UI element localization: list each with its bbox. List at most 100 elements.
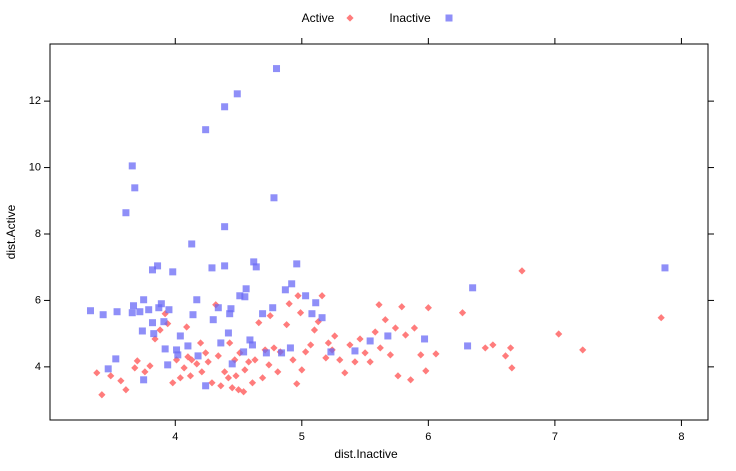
data-point <box>361 349 369 357</box>
data-point <box>154 262 162 270</box>
plot-frame <box>49 43 709 421</box>
data-point <box>250 258 258 266</box>
data-point <box>112 355 120 363</box>
data-point <box>289 356 297 364</box>
y-tick-label: 12 <box>29 95 41 107</box>
data-point <box>224 329 232 337</box>
data-point <box>579 346 587 354</box>
legend-label: Inactive <box>389 11 431 25</box>
data-point <box>240 348 248 356</box>
data-point <box>246 336 254 344</box>
data-point <box>214 304 222 312</box>
data-point <box>202 126 210 134</box>
data-point <box>274 368 282 376</box>
data-point <box>248 341 256 349</box>
data-point <box>155 304 163 312</box>
legend: Active Inactive <box>302 11 453 25</box>
data-point <box>308 310 316 318</box>
data-point <box>131 364 139 372</box>
data-point <box>307 341 315 349</box>
data-point <box>262 349 270 357</box>
data-point <box>351 358 359 366</box>
data-point <box>458 309 467 317</box>
data-point <box>432 350 440 358</box>
data-point <box>255 319 263 327</box>
data-point <box>322 354 330 362</box>
data-point <box>288 280 296 288</box>
data-point <box>421 335 429 343</box>
data-point <box>302 292 310 300</box>
y-tick-label: 4 <box>35 361 41 373</box>
data-point <box>366 358 374 366</box>
y-tick-label: 10 <box>29 161 41 173</box>
data-point <box>138 327 146 335</box>
data-point <box>208 264 216 272</box>
data-point <box>266 312 274 320</box>
data-point <box>518 267 526 275</box>
data-point <box>86 307 94 315</box>
data-point <box>252 263 260 271</box>
data-point <box>194 352 202 360</box>
data-point <box>184 342 192 350</box>
data-point <box>232 372 240 380</box>
data-point <box>198 368 206 376</box>
data-point <box>286 344 294 352</box>
data-point <box>501 352 510 360</box>
data-point <box>217 382 225 390</box>
data-point <box>122 209 130 217</box>
data-point <box>231 356 239 364</box>
data-point <box>661 264 669 272</box>
data-point <box>424 304 432 312</box>
data-point <box>386 351 394 359</box>
data-point <box>148 266 156 274</box>
data-point <box>140 376 148 384</box>
data-point <box>145 306 153 314</box>
data-point <box>122 386 130 394</box>
data-point <box>98 391 106 399</box>
data-point <box>394 372 402 380</box>
data-point <box>173 346 181 354</box>
data-point <box>165 306 173 314</box>
data-point <box>140 296 148 304</box>
data-point <box>128 162 136 170</box>
data-point <box>346 341 354 349</box>
data-point <box>410 324 419 332</box>
data-point <box>227 305 235 313</box>
data-point <box>351 347 359 355</box>
data-point <box>193 296 201 304</box>
legend-marker <box>346 14 354 22</box>
data-point <box>324 339 332 347</box>
data-point <box>464 342 472 350</box>
data-point <box>99 311 107 319</box>
x-tick-label: 7 <box>552 431 558 443</box>
data-point <box>375 301 383 309</box>
data-point <box>148 319 156 327</box>
data-point <box>228 384 236 392</box>
data-point <box>281 286 289 294</box>
data-point <box>555 330 563 338</box>
data-point <box>221 103 229 111</box>
data-point <box>269 304 277 312</box>
data-point <box>176 332 184 340</box>
data-point <box>186 372 195 380</box>
data-point <box>507 344 515 352</box>
data-point <box>236 292 244 300</box>
data-point <box>248 379 257 387</box>
data-point <box>273 65 281 73</box>
data-point <box>209 316 217 324</box>
data-point <box>217 339 225 347</box>
data-point <box>278 349 286 357</box>
data-point <box>183 323 191 331</box>
data-point <box>265 361 273 369</box>
data-point <box>293 260 301 268</box>
data-point <box>341 369 349 377</box>
data-point <box>422 367 430 375</box>
data-point <box>157 300 165 308</box>
data-point <box>188 356 196 364</box>
data-point <box>93 369 101 377</box>
data-point <box>133 357 141 365</box>
data-point <box>141 368 149 376</box>
legend-label: Active <box>302 11 335 25</box>
data-point <box>270 194 278 202</box>
